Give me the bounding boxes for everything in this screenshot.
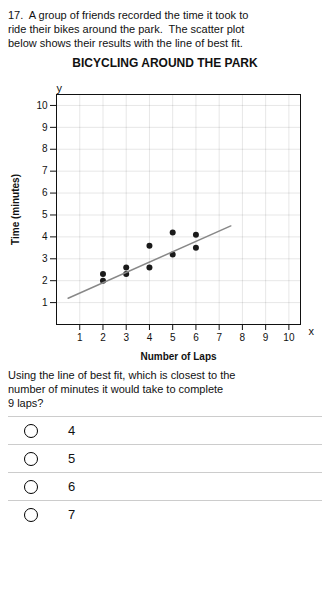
svg-text:1: 1 [42,297,48,308]
html-text:4: 4 [68,423,76,438]
svg-text:7: 7 [42,165,48,176]
html-text:17. A group of friends recorde: 17. A group of friends recorded the time… [8,9,249,49]
svg-text:5: 5 [42,209,48,220]
html-text:7: 7 [68,507,76,522]
svg-text:9: 9 [263,332,269,343]
html-text:6: 6 [68,479,76,494]
svg-text:1: 1 [77,332,83,343]
svg-text:8: 8 [42,143,48,154]
svg-text:2: 2 [100,332,106,343]
svg-text:9: 9 [42,122,48,133]
svg-text:4: 4 [147,332,153,343]
svg-text:x: x [309,325,315,337]
svg-text:6: 6 [42,187,48,198]
svg-text:y: y [57,82,63,94]
svg-text:3: 3 [123,332,129,343]
svg-text:8: 8 [240,332,246,343]
svg-text:5: 5 [170,332,176,343]
svg-text:10: 10 [36,100,48,111]
svg-text:7: 7 [216,332,222,343]
html-text:5: 5 [68,451,76,466]
html-text:BICYCLING AROUND THE PARK: BICYCLING AROUND THE PARK [72,56,258,70]
svg-text:Time (minutes): Time (minutes) [10,174,21,245]
html-text:Using the line of best fit, wh: Using the line of best fit, which is clo… [8,369,236,409]
svg-text:4: 4 [42,231,48,242]
svg-text:6: 6 [193,332,199,343]
svg-text:3: 3 [42,253,48,264]
svg-text:Number of Laps: Number of Laps [140,351,217,362]
svg-text:10: 10 [283,332,295,343]
svg-text:2: 2 [42,275,48,286]
